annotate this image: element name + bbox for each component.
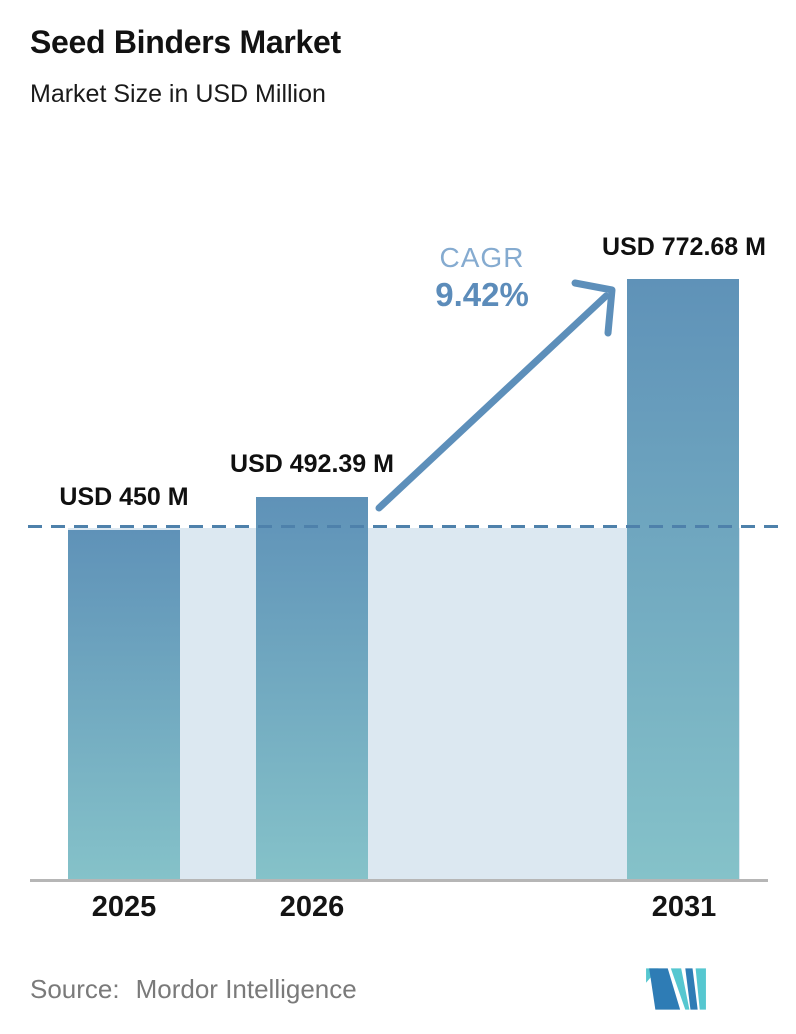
x-tick-2025: 2025: [91, 891, 157, 923]
bar-2031: [627, 279, 739, 880]
mordor-intelligence-logo-icon: [646, 968, 706, 1010]
x-tick-2026: 2026: [279, 891, 345, 923]
chart-subtitle: Market Size in USD Million: [30, 80, 326, 108]
bar-2025: [68, 530, 180, 880]
page-title: Seed Binders Market: [30, 24, 341, 60]
value-label-2026: USD 492.39 M: [230, 450, 394, 478]
cagr-annotation: CAGR 9.42%: [435, 242, 529, 314]
source-value: Mordor Intelligence: [135, 974, 357, 1004]
bar-2026: [256, 497, 368, 880]
source-line: Source: Mordor Intelligence: [30, 974, 357, 1005]
cagr-label: CAGR: [439, 242, 525, 273]
source-label: Source:: [30, 974, 120, 1004]
x-tick-2031: 2031: [651, 891, 717, 923]
value-label-2031: USD 772.68 M: [602, 233, 766, 261]
x-axis-line: [30, 879, 768, 882]
cagr-value: 9.42%: [435, 276, 529, 313]
baseline-dashed-line: [28, 525, 780, 528]
value-label-2025: USD 450 M: [59, 483, 189, 511]
